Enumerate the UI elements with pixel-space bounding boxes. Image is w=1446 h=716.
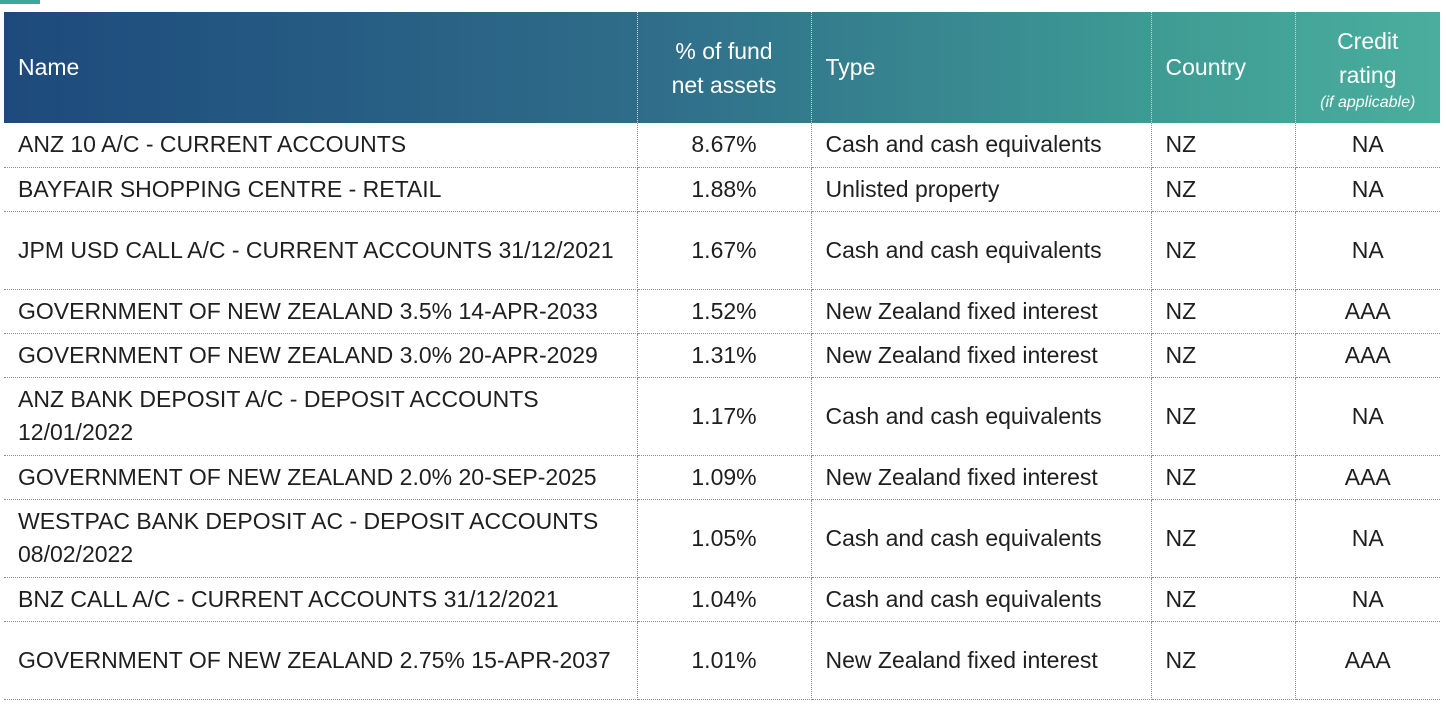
table-row: ANZ 10 A/C - CURRENT ACCOUNTS 8.67% Cash…: [4, 123, 1440, 168]
header-percent-line-1: % of fund: [675, 37, 773, 64]
table-row: JPM USD CALL A/C - CURRENT ACCOUNTS 31/1…: [4, 211, 1440, 290]
cell-percent: 1.01%: [637, 621, 812, 700]
table-header: Name % of fund net assets Type Country C…: [4, 12, 1440, 123]
cell-country: NZ: [1151, 211, 1296, 290]
cell-name: ANZ BANK DEPOSIT A/C - DEPOSIT ACCOUNTS …: [4, 377, 638, 456]
cell-name: WESTPAC BANK DEPOSIT AC - DEPOSIT ACCOUN…: [4, 499, 638, 578]
cell-country: NZ: [1151, 167, 1296, 212]
cell-type: New Zealand fixed interest: [811, 455, 1152, 500]
cell-country: NZ: [1151, 333, 1296, 378]
holdings-table: Name % of fund net assets Type Country C…: [4, 12, 1440, 700]
cell-percent: 1.31%: [637, 333, 812, 378]
header-credit-note: (if applicable): [1320, 93, 1416, 111]
cell-percent: 1.52%: [637, 289, 812, 334]
cell-credit-rating: AAA: [1295, 333, 1440, 378]
header-type: Type: [811, 12, 1152, 123]
table-row: BNZ CALL A/C - CURRENT ACCOUNTS 31/12/20…: [4, 577, 1440, 622]
cell-credit-rating: AAA: [1295, 621, 1440, 700]
header-credit-line-2: rating: [1338, 61, 1397, 88]
cell-type: Cash and cash equivalents: [811, 211, 1152, 290]
cell-percent: 1.09%: [637, 455, 812, 500]
header-country: Country: [1151, 12, 1296, 123]
cell-name: GOVERNMENT OF NEW ZEALAND 2.75% 15-APR-2…: [4, 621, 638, 700]
cell-name: BAYFAIR SHOPPING CENTRE - RETAIL: [4, 167, 638, 212]
cell-country: NZ: [1151, 577, 1296, 622]
header-percent-net-assets: % of fund net assets: [637, 12, 812, 123]
top-accent-bar: [0, 0, 40, 4]
cell-country: NZ: [1151, 377, 1296, 456]
cell-percent: 1.04%: [637, 577, 812, 622]
cell-country: NZ: [1151, 499, 1296, 578]
cell-country: NZ: [1151, 123, 1296, 168]
cell-percent: 1.88%: [637, 167, 812, 212]
cell-type: Cash and cash equivalents: [811, 499, 1152, 578]
cell-name: GOVERNMENT OF NEW ZEALAND 3.0% 20-APR-20…: [4, 333, 638, 378]
table-row: GOVERNMENT OF NEW ZEALAND 2.0% 20-SEP-20…: [4, 455, 1440, 500]
cell-type: Unlisted property: [811, 167, 1152, 212]
cell-name: GOVERNMENT OF NEW ZEALAND 3.5% 14-APR-20…: [4, 289, 638, 334]
cell-credit-rating: NA: [1295, 499, 1440, 578]
cell-type: New Zealand fixed interest: [811, 333, 1152, 378]
cell-name: BNZ CALL A/C - CURRENT ACCOUNTS 31/12/20…: [4, 577, 638, 622]
cell-type: New Zealand fixed interest: [811, 289, 1152, 334]
cell-country: NZ: [1151, 621, 1296, 700]
cell-credit-rating: NA: [1295, 577, 1440, 622]
cell-name: JPM USD CALL A/C - CURRENT ACCOUNTS 31/1…: [4, 211, 638, 290]
cell-credit-rating: NA: [1295, 211, 1440, 290]
cell-credit-rating: AAA: [1295, 455, 1440, 500]
table-row: WESTPAC BANK DEPOSIT AC - DEPOSIT ACCOUN…: [4, 499, 1440, 578]
cell-credit-rating: AAA: [1295, 289, 1440, 334]
cell-percent: 1.67%: [637, 211, 812, 290]
table-row: GOVERNMENT OF NEW ZEALAND 3.0% 20-APR-20…: [4, 333, 1440, 378]
cell-type: Cash and cash equivalents: [811, 577, 1152, 622]
cell-type: New Zealand fixed interest: [811, 621, 1152, 700]
header-credit-line-1: Credit: [1337, 27, 1399, 54]
table-row: ANZ BANK DEPOSIT A/C - DEPOSIT ACCOUNTS …: [4, 377, 1440, 456]
table-body: ANZ 10 A/C - CURRENT ACCOUNTS 8.67% Cash…: [4, 123, 1440, 700]
cell-name: GOVERNMENT OF NEW ZEALAND 2.0% 20-SEP-20…: [4, 455, 638, 500]
cell-credit-rating: NA: [1295, 123, 1440, 168]
table-row: GOVERNMENT OF NEW ZEALAND 2.75% 15-APR-2…: [4, 621, 1440, 700]
cell-percent: 1.05%: [637, 499, 812, 578]
header-percent-line-2: net assets: [671, 71, 777, 98]
cell-country: NZ: [1151, 455, 1296, 500]
header-credit-rating: Credit rating (if applicable): [1295, 12, 1440, 123]
cell-type: Cash and cash equivalents: [811, 377, 1152, 456]
cell-type: Cash and cash equivalents: [811, 123, 1152, 168]
cell-credit-rating: NA: [1295, 377, 1440, 456]
cell-name: ANZ 10 A/C - CURRENT ACCOUNTS: [4, 123, 638, 168]
cell-percent: 8.67%: [637, 123, 812, 168]
cell-credit-rating: NA: [1295, 167, 1440, 212]
cell-percent: 1.17%: [637, 377, 812, 456]
header-row: Name % of fund net assets Type Country C…: [4, 12, 1440, 123]
table-row: GOVERNMENT OF NEW ZEALAND 3.5% 14-APR-20…: [4, 289, 1440, 334]
header-name: Name: [4, 12, 638, 123]
table-row: BAYFAIR SHOPPING CENTRE - RETAIL 1.88% U…: [4, 167, 1440, 212]
cell-country: NZ: [1151, 289, 1296, 334]
